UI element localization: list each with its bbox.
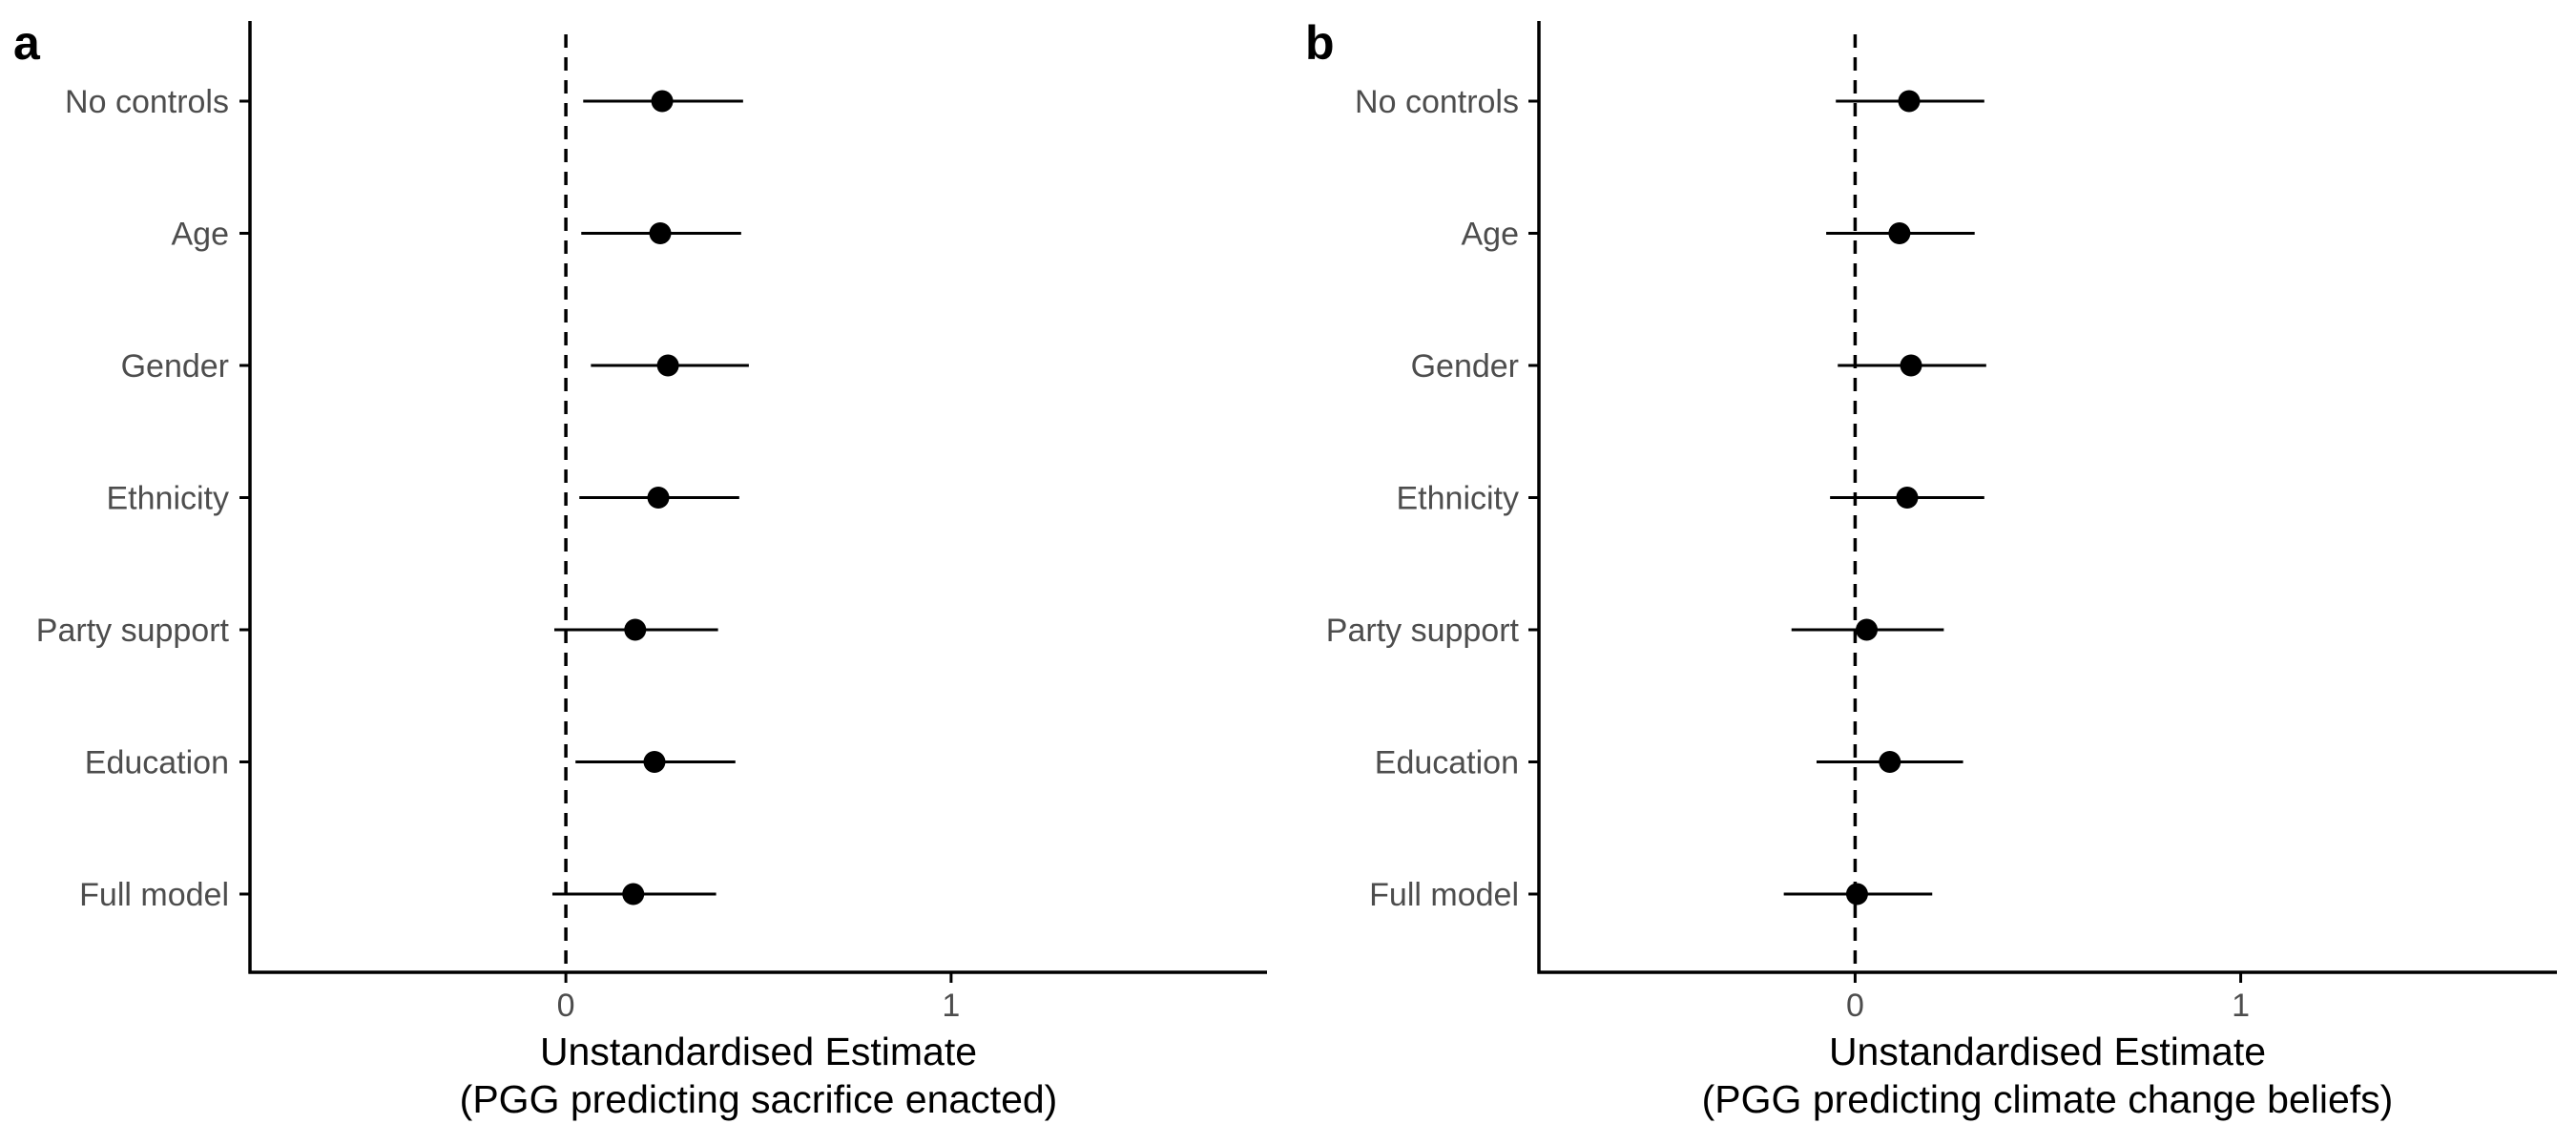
x-tick-label: 0 — [1846, 988, 1864, 1024]
panel-a: a No controls Age Gender Ethnicity Party supp… — [13, 16, 1267, 1121]
y-tick-label: Ethnicity — [107, 481, 230, 517]
y-tick-label: Education — [85, 745, 229, 781]
estimate-point — [651, 90, 674, 113]
y-tick-label: Full model — [79, 877, 229, 913]
x-tick-label: 1 — [942, 988, 960, 1024]
y-tick-label: Ethnicity — [1397, 481, 1520, 517]
y-tick-label: Education — [1375, 745, 1519, 781]
panel-label: b — [1305, 16, 1335, 70]
y-tick-label: Party support — [36, 613, 230, 649]
estimate-point — [647, 487, 670, 509]
x-axis-subtitle: (PGG predicting climate change beliefs) — [1702, 1077, 2394, 1121]
y-tick-label: No controls — [1355, 84, 1519, 120]
estimate-point — [1896, 487, 1919, 509]
y-tick-label: Gender — [1411, 348, 1519, 385]
estimate-point — [656, 354, 679, 377]
estimate-point — [649, 222, 672, 244]
estimate-point — [1900, 354, 1922, 377]
estimate-point — [1845, 883, 1868, 906]
x-tick-label: 0 — [557, 988, 575, 1024]
estimate-point — [1856, 618, 1879, 641]
y-tick-label: Gender — [121, 348, 229, 385]
estimate-point — [1898, 90, 1921, 113]
estimate-point — [1888, 222, 1911, 244]
estimate-point — [643, 751, 666, 773]
estimate-point — [624, 618, 647, 641]
y-tick-label: Party support — [1326, 613, 1520, 649]
x-axis-subtitle: (PGG predicting sacrifice enacted) — [460, 1077, 1058, 1121]
x-axis-title: Unstandardised Estimate — [540, 1030, 977, 1073]
y-tick-label: Age — [1462, 217, 1520, 253]
panel-label: a — [13, 16, 41, 70]
y-tick-label: Age — [172, 217, 230, 253]
estimate-point — [622, 883, 645, 906]
x-axis-title: Unstandardised Estimate — [1829, 1030, 2266, 1073]
panel-b: b No controls Age Gender Ethnicity Party supp… — [1305, 16, 2557, 1121]
x-tick-label: 1 — [2232, 988, 2250, 1024]
y-tick-label: No controls — [65, 84, 229, 120]
estimate-point — [1879, 751, 1901, 773]
y-tick-label: Full model — [1369, 877, 1519, 913]
